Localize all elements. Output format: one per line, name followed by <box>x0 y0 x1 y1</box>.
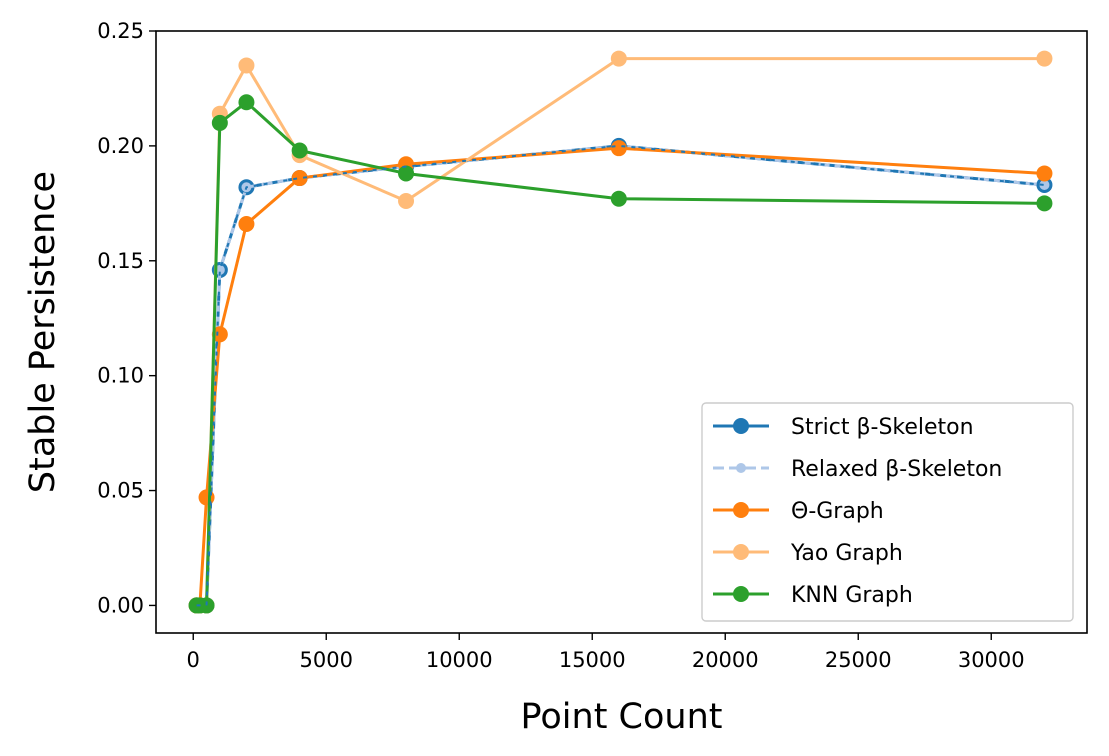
legend-label: Strict β-Skeleton <box>791 415 974 440</box>
legend-item: Θ-Graph <box>713 499 884 524</box>
data-point <box>291 142 308 159</box>
legend-marker <box>733 544 749 560</box>
data-point <box>211 114 228 131</box>
plot-area-frame <box>155 30 1088 634</box>
data-point <box>198 597 215 614</box>
legend-label: Relaxed β-Skeleton <box>791 457 1002 482</box>
x-tick-label: 25000 <box>825 648 892 672</box>
series-line-overlay <box>196 144 1045 607</box>
data-point <box>610 140 627 157</box>
x-axis-title: Point Count <box>521 697 723 737</box>
data-point <box>1039 179 1050 190</box>
legend-marker <box>733 586 749 602</box>
x-tick-label: 0 <box>187 648 200 672</box>
legend-label: Yao Graph <box>790 541 903 566</box>
data-point <box>238 94 255 111</box>
y-axis: 0.00 0.05 0.10 0.15 0.20 0.25 <box>97 19 156 617</box>
data-point <box>1036 50 1053 67</box>
x-axis: 0 5000 10000 15000 20000 25000 30000 <box>187 633 1025 672</box>
data-point <box>398 165 415 182</box>
data-point <box>211 326 228 343</box>
y-tick-label: 0.10 <box>97 364 144 388</box>
y-tick-label: 0.05 <box>97 479 144 503</box>
y-tick-label: 0.00 <box>97 593 144 617</box>
legend-marker <box>736 463 746 473</box>
data-point <box>1036 165 1053 182</box>
y-tick-label: 0.20 <box>97 134 144 158</box>
data-point <box>610 190 627 207</box>
data-point <box>610 50 627 67</box>
legend-marker <box>733 418 749 434</box>
x-tick-label: 15000 <box>559 648 626 672</box>
legend-label: KNN Graph <box>791 583 913 608</box>
y-axis-title: Stable Persistence <box>23 171 63 493</box>
series-overlay <box>196 144 1045 607</box>
legend-item: Yao Graph <box>713 541 903 566</box>
data-point <box>291 170 308 187</box>
legend: Strict β-Skeleton Relaxed β-Skeleton Θ-Gra… <box>701 402 1074 622</box>
legend-marker <box>733 502 749 518</box>
data-point <box>238 216 255 233</box>
x-tick-label: 20000 <box>692 648 759 672</box>
y-tick-label: 0.25 <box>97 19 144 43</box>
y-tick-label: 0.15 <box>97 249 144 273</box>
series-layer <box>188 50 1053 614</box>
legend-label: Θ-Graph <box>791 499 884 524</box>
x-tick-label: 10000 <box>426 648 493 672</box>
legend-box <box>701 402 1074 622</box>
data-point <box>198 489 215 506</box>
legend-item: Relaxed β-Skeleton <box>713 457 1002 482</box>
x-tick-label: 30000 <box>958 648 1025 672</box>
data-point <box>1036 195 1053 212</box>
legend-item: Strict β-Skeleton <box>713 415 974 440</box>
data-point <box>398 193 415 210</box>
data-point <box>238 57 255 74</box>
x-tick-label: 5000 <box>300 648 353 672</box>
legend-item: KNN Graph <box>713 583 913 608</box>
series-4 <box>188 94 1053 614</box>
